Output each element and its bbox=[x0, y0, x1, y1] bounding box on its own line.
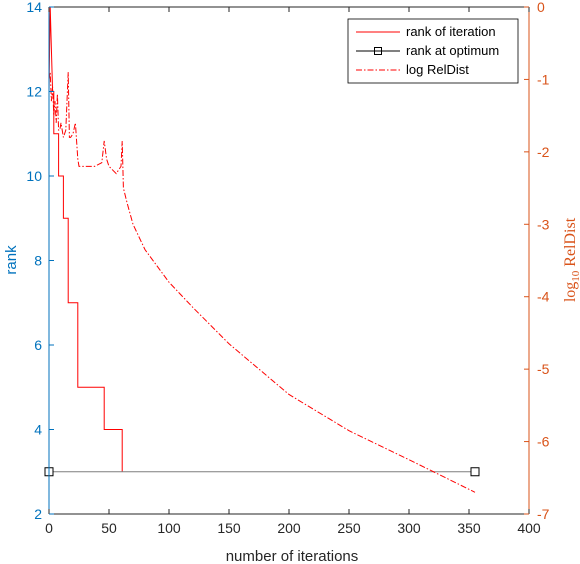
plot-area bbox=[49, 7, 529, 514]
y-left-tick-label: 10 bbox=[26, 168, 42, 184]
x-tick-label: 150 bbox=[217, 520, 241, 536]
y-left-tick-label: 6 bbox=[34, 337, 42, 353]
x-tick-label: 250 bbox=[337, 520, 361, 536]
series-marker-rank-at-optimum bbox=[470, 467, 480, 477]
y-right-tick-label: -3 bbox=[537, 216, 550, 232]
x-tick-label: 200 bbox=[277, 520, 301, 536]
legend-label-rank-iteration: rank of iteration bbox=[406, 24, 496, 39]
y-right-tick-label: -7 bbox=[537, 506, 550, 522]
x-tick-label: 0 bbox=[45, 520, 53, 536]
y-right-tick-label: -2 bbox=[537, 144, 550, 160]
legend-label-rank-optimum: rank at optimum bbox=[406, 43, 499, 58]
y-left-tick-label: 8 bbox=[34, 253, 42, 269]
x-tick-label: 350 bbox=[457, 520, 481, 536]
x-tick-label: 400 bbox=[517, 520, 541, 536]
y-left-tick-label: 14 bbox=[26, 0, 42, 15]
y-right-tick-label: -6 bbox=[537, 434, 550, 450]
y-right-tick-label: -4 bbox=[537, 289, 550, 305]
y-axis-right-label-main: log bbox=[562, 282, 579, 302]
x-axis-label: number of iterations bbox=[226, 548, 359, 564]
y-axis-right-label-tail: RelDist bbox=[562, 217, 579, 270]
y-right-tick-label: -1 bbox=[537, 71, 550, 87]
y-left-tick-label: 12 bbox=[26, 84, 42, 100]
y-axis-left-label: rank bbox=[3, 245, 20, 275]
legend-label-log-reldist: log RelDist bbox=[406, 62, 469, 77]
x-tick-label: 100 bbox=[157, 520, 181, 536]
y-left-tick-label: 4 bbox=[34, 422, 42, 438]
x-tick-label: 50 bbox=[101, 520, 117, 536]
legend-marker-rank-optimum bbox=[374, 47, 382, 55]
y-right-tick-label: 0 bbox=[537, 0, 545, 15]
x-tick-label: 300 bbox=[397, 520, 421, 536]
y-left-tick-label: 2 bbox=[34, 506, 42, 522]
legend: rank of iteration rank at optimum log Re… bbox=[347, 18, 519, 84]
y-axis-right-label: log10 RelDist bbox=[562, 217, 580, 302]
y-right-tick-label: -5 bbox=[537, 361, 550, 377]
series-line-log-reldist bbox=[49, 72, 476, 493]
y-axis-right-label-sub: 10 bbox=[570, 270, 580, 282]
